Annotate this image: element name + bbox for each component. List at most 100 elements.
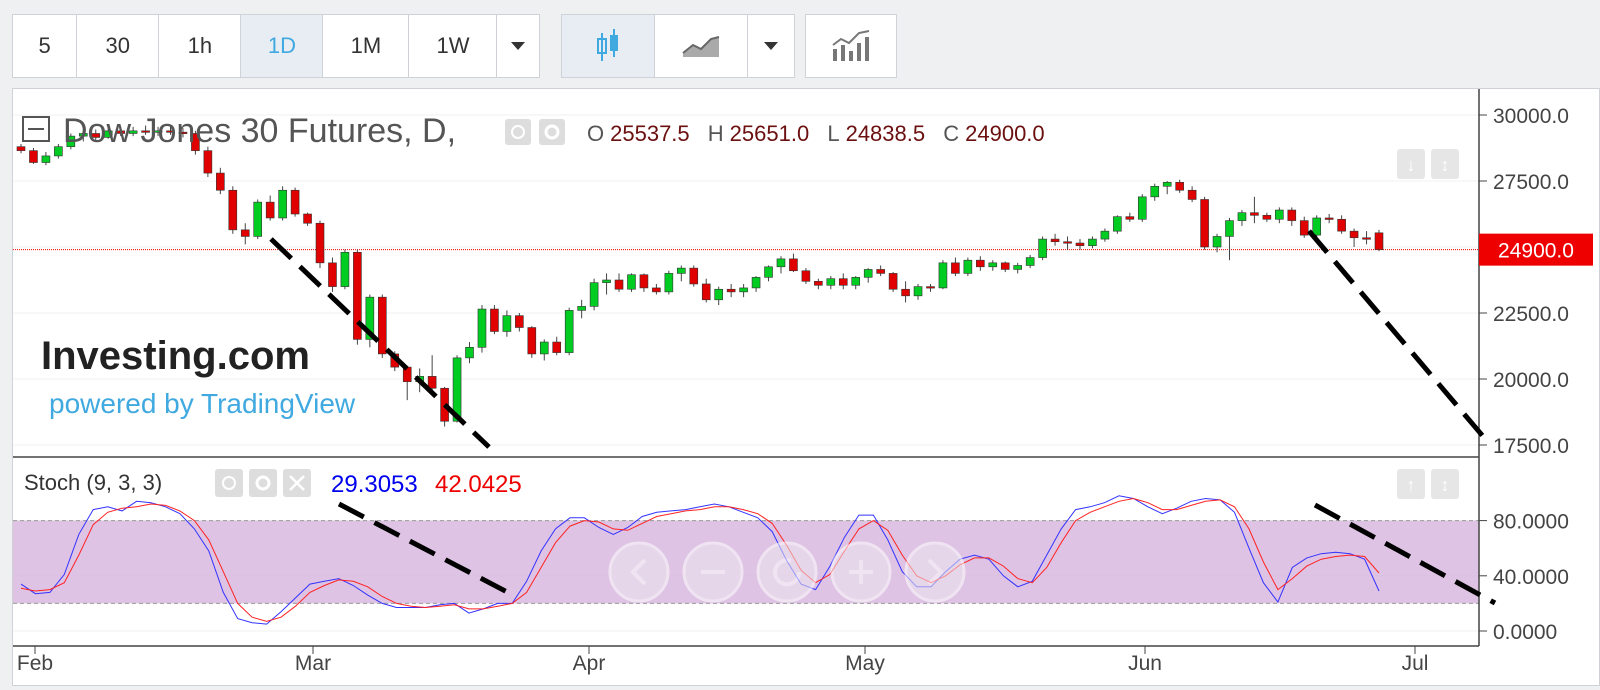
candle-body — [41, 155, 51, 163]
stoch-visibility-icon[interactable] — [215, 469, 243, 497]
settings-icon[interactable] — [539, 119, 565, 145]
candle-body — [1088, 238, 1097, 246]
candle-body — [963, 259, 973, 274]
candle-body — [689, 267, 699, 285]
stoch-k-value: 29.3053 — [331, 471, 418, 498]
candle-body — [290, 189, 300, 215]
candle-body — [1250, 212, 1259, 216]
open-label: O — [587, 121, 604, 146]
candle-body — [1337, 218, 1346, 232]
candle-body — [1137, 196, 1147, 220]
scale-both-button[interactable] — [1431, 149, 1459, 179]
stoch-tick-label: 40.0000 — [1493, 566, 1569, 589]
pane-up-button[interactable] — [1397, 469, 1425, 499]
reset-icon — [773, 558, 802, 587]
eye-icon — [511, 125, 525, 139]
reset-button[interactable] — [756, 541, 818, 603]
time-tick-label: Apr — [573, 652, 606, 675]
scroll-right-button[interactable] — [904, 541, 966, 603]
candles — [16, 125, 1384, 427]
stoch-axis[interactable]: 80.0000 40.0000 0.0000 — [1479, 511, 1569, 644]
candle-body — [1275, 209, 1284, 220]
candle-body — [1212, 236, 1222, 248]
candle-body — [1374, 232, 1384, 250]
stoch-d-line — [20, 497, 1380, 622]
interval-1m-button[interactable]: 1M — [323, 15, 410, 77]
high-value: 25651.0 — [730, 121, 810, 146]
candle-body — [16, 146, 26, 151]
candle-body — [178, 131, 188, 134]
stoch-tick-label: 80.0000 — [1493, 511, 1569, 534]
powered-by-text: powered by TradingView — [49, 388, 356, 419]
candle-body — [191, 133, 200, 151]
candle-body — [739, 287, 748, 293]
candle-body — [1075, 242, 1085, 246]
candle-body — [66, 135, 76, 147]
candle-body — [278, 189, 287, 219]
candle-body — [1063, 241, 1072, 244]
candle-body — [901, 288, 910, 297]
interval-dropdown-button[interactable] — [497, 15, 539, 77]
arrow-updown-icon: ↕ — [1441, 475, 1450, 495]
candle-body — [477, 308, 487, 348]
candle-body — [1175, 182, 1184, 191]
candle-body — [103, 130, 113, 138]
stoch-legend: Stoch (9, 3, 3) 29.3053 42.0425 — [24, 469, 522, 498]
interval-1w-button[interactable]: 1W — [409, 15, 498, 77]
candlestick-button[interactable] — [562, 15, 655, 77]
candle-body — [1100, 230, 1110, 240]
candle-body — [589, 282, 599, 307]
price-tick-label: 30000.0 — [1493, 105, 1569, 128]
scroll-left-button[interactable] — [608, 541, 670, 603]
chart-type-dropdown-button[interactable] — [748, 15, 794, 77]
price-tick-label: 27500.0 — [1493, 171, 1569, 194]
scale-down-button[interactable] — [1397, 149, 1425, 179]
indicators-group — [805, 14, 897, 78]
interval-5-button[interactable]: 5 — [13, 15, 78, 77]
visibility-icon[interactable] — [505, 119, 531, 145]
candle-body — [552, 341, 562, 353]
gear-icon — [544, 124, 560, 140]
pane-maximize-button[interactable] — [1431, 469, 1459, 499]
interval-30-button[interactable]: 30 — [77, 15, 160, 77]
candle-body — [1225, 220, 1234, 237]
candle-body — [564, 310, 574, 353]
time-axis[interactable]: Feb Mar Apr May Jun Jul — [17, 646, 1429, 675]
line-chart-button[interactable] — [655, 15, 748, 77]
arrow-up-icon: ↑ — [1407, 475, 1416, 495]
indicators-button[interactable] — [806, 15, 896, 77]
plus-icon — [849, 560, 873, 584]
branding: Investing.com powered by TradingView — [41, 334, 356, 419]
candle-body — [988, 262, 998, 268]
candle-body — [315, 222, 325, 264]
candle-body — [166, 130, 175, 133]
low-label: L — [827, 121, 839, 146]
stoch-k-line — [20, 495, 1380, 625]
candle-body — [490, 308, 499, 332]
candle-body — [303, 213, 312, 224]
chart-area[interactable]: Dow Jones 30 Futures, D, O 25537.5 H 25651… — [12, 88, 1600, 686]
main-legend: Dow Jones 30 Futures, D, O 25537.5 H 25651… — [22, 112, 1045, 150]
price-axis[interactable]: 30000.027500.025000.022500.020000.017500… — [1479, 105, 1569, 458]
candle-body — [527, 327, 537, 355]
candle-body — [951, 262, 960, 274]
symbol-title: Dow Jones 30 Futures, D, — [63, 112, 456, 150]
candle-body — [1349, 230, 1359, 239]
candle-body — [764, 266, 773, 278]
indicators-icon — [832, 30, 870, 61]
close-icon — [289, 475, 305, 491]
interval-1d-button[interactable]: 1D — [241, 15, 324, 77]
candle-body — [1150, 185, 1160, 198]
interval-1h-button[interactable]: 1h — [159, 15, 242, 77]
candle-body — [228, 189, 238, 231]
stoch-settings-icon[interactable] — [249, 469, 277, 497]
interval-group: 5 30 1h 1D 1M 1W — [12, 14, 540, 78]
chart-canvas[interactable]: Dow Jones 30 Futures, D, O 25537.5 H 25651… — [13, 89, 1599, 685]
arrow-updown-icon: ↕ — [1441, 155, 1450, 175]
last-price-badge — [1479, 233, 1593, 266]
investing-logo: Investing.com — [41, 334, 310, 378]
candle-body — [913, 286, 923, 297]
last-price-tag: 24900.0 — [1479, 233, 1593, 266]
candle-body — [515, 315, 524, 328]
chevron-left-icon — [630, 558, 647, 586]
